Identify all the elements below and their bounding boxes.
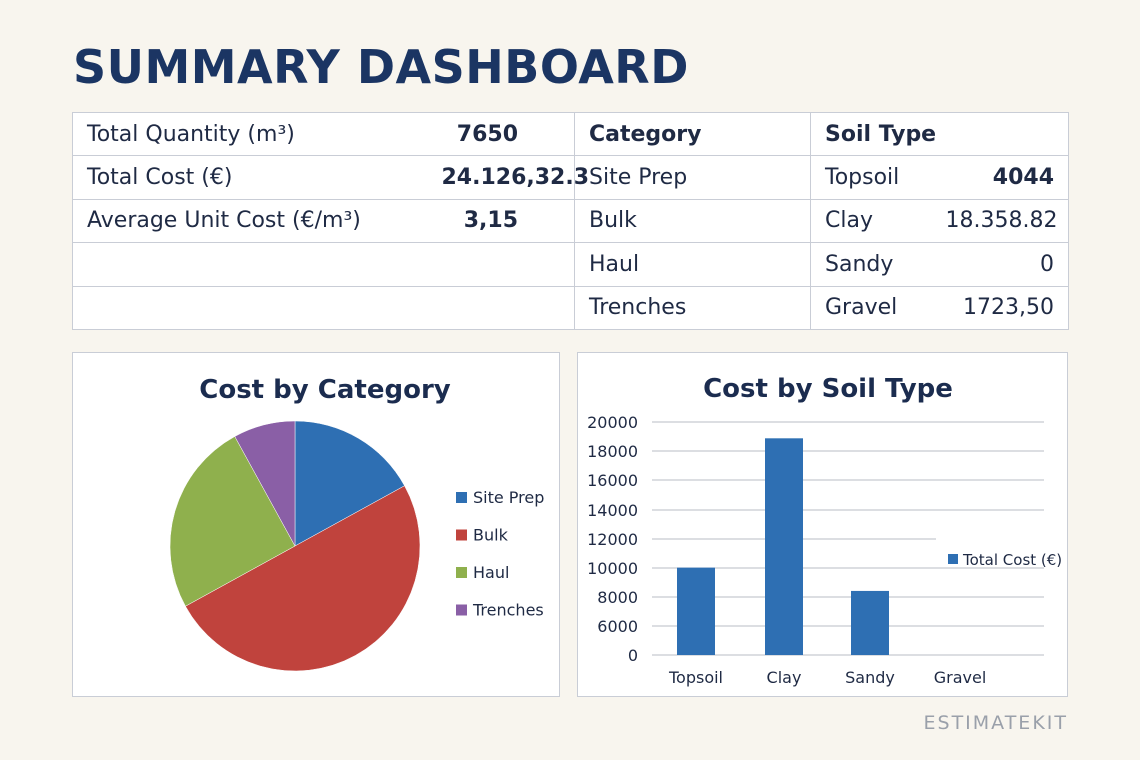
summary-value: 7650 [427, 111, 575, 157]
table-row: Haul Sandy 0 [72, 242, 1069, 287]
pie-slice [294, 420, 405, 547]
category-header: Category [574, 111, 811, 157]
bar [677, 567, 715, 655]
legend-swatch [456, 529, 467, 541]
pie-chart: Cost by Category Site Prep Bulk Haul Trench… [169, 375, 544, 671]
x-tick-label: Sandy [845, 668, 895, 687]
soil-type-header: Soil Type [810, 111, 936, 157]
legend-swatch [456, 567, 467, 578]
x-tick-label: Topsoil [668, 668, 723, 687]
category-item: Site Prep [574, 155, 811, 200]
summary-value: 24.126,32.3 [427, 155, 589, 200]
legend-label: Total Cost (€) [962, 551, 1062, 569]
summary-label: Total Quantity (m³) [72, 111, 428, 157]
legend-swatch [948, 554, 958, 564]
pie-chart-panel: Cost by Category Site Prep Bulk Haul Trench… [72, 352, 560, 697]
x-tick-label: Gravel [934, 668, 987, 687]
soil-type-value: 4044 [931, 155, 1069, 200]
y-tick-label: 14000 [587, 501, 638, 520]
legend-swatch [456, 492, 467, 503]
x-tick-label: Clay [767, 668, 802, 687]
y-tick-label: 0 [628, 646, 638, 665]
category-item: Haul [574, 242, 811, 287]
bar-chart-panel: Cost by Soil Type 0 6000 8000 10000 12000 140… [577, 352, 1068, 697]
y-tick-label: 8000 [597, 588, 638, 607]
table-row: Total Quantity (m³) 7650 Category Soil T… [72, 111, 1069, 157]
pie-slice [185, 485, 421, 671]
soil-type-value: 1723,50 [931, 285, 1069, 331]
soil-type-label: Gravel [810, 285, 932, 331]
bar-chart: Cost by Soil Type 0 6000 8000 10000 12000 140… [587, 374, 1062, 687]
soil-type-label: Sandy [810, 242, 932, 287]
table-row: Average Unit Cost (€/m³) 3,15 Bulk Clay … [72, 198, 1069, 244]
brand-logo: ESTIMATEKIT [923, 712, 1068, 734]
category-item: Trenches [574, 285, 811, 331]
summary-value: 3,15 [427, 198, 575, 244]
y-tick-label: 18000 [587, 442, 638, 461]
bar-chart-title: Cost by Soil Type [703, 374, 953, 404]
table-row: Total Cost (€) 24.126,32.3 Site Prep Top… [72, 155, 1069, 200]
bar [851, 590, 889, 655]
page-title: SUMMARY DASHBOARD [73, 40, 689, 94]
pie-chart-title: Cost by Category [199, 375, 450, 405]
bar [765, 438, 803, 655]
legend-label: Trenches [472, 601, 544, 620]
soil-type-label: Clay [810, 198, 932, 244]
legend-swatch [456, 604, 467, 616]
soil-type-value: 0 [931, 242, 1069, 287]
legend-label: Site Prep [473, 488, 544, 507]
table-row: Trenches Gravel 1723,50 [72, 285, 1069, 331]
summary-label: Total Cost (€) [72, 155, 428, 200]
y-tick-label: 16000 [587, 471, 638, 490]
summary-label: Average Unit Cost (€/m³) [72, 198, 428, 244]
legend-label: Haul [473, 563, 509, 582]
category-item: Bulk [574, 198, 811, 244]
y-tick-label: 6000 [597, 617, 638, 636]
y-tick-label: 20000 [587, 413, 638, 432]
y-tick-label: 12000 [587, 530, 638, 549]
legend-label: Bulk [473, 526, 509, 545]
soil-type-label: Topsoil [810, 155, 932, 200]
summary-table: Total Quantity (m³) 7650 Category Soil T… [72, 111, 1069, 331]
soil-type-value: 18.358.82 [931, 198, 1069, 244]
pie-slice [169, 436, 296, 607]
pie-slice [234, 420, 296, 547]
y-tick-label: 10000 [587, 559, 638, 578]
